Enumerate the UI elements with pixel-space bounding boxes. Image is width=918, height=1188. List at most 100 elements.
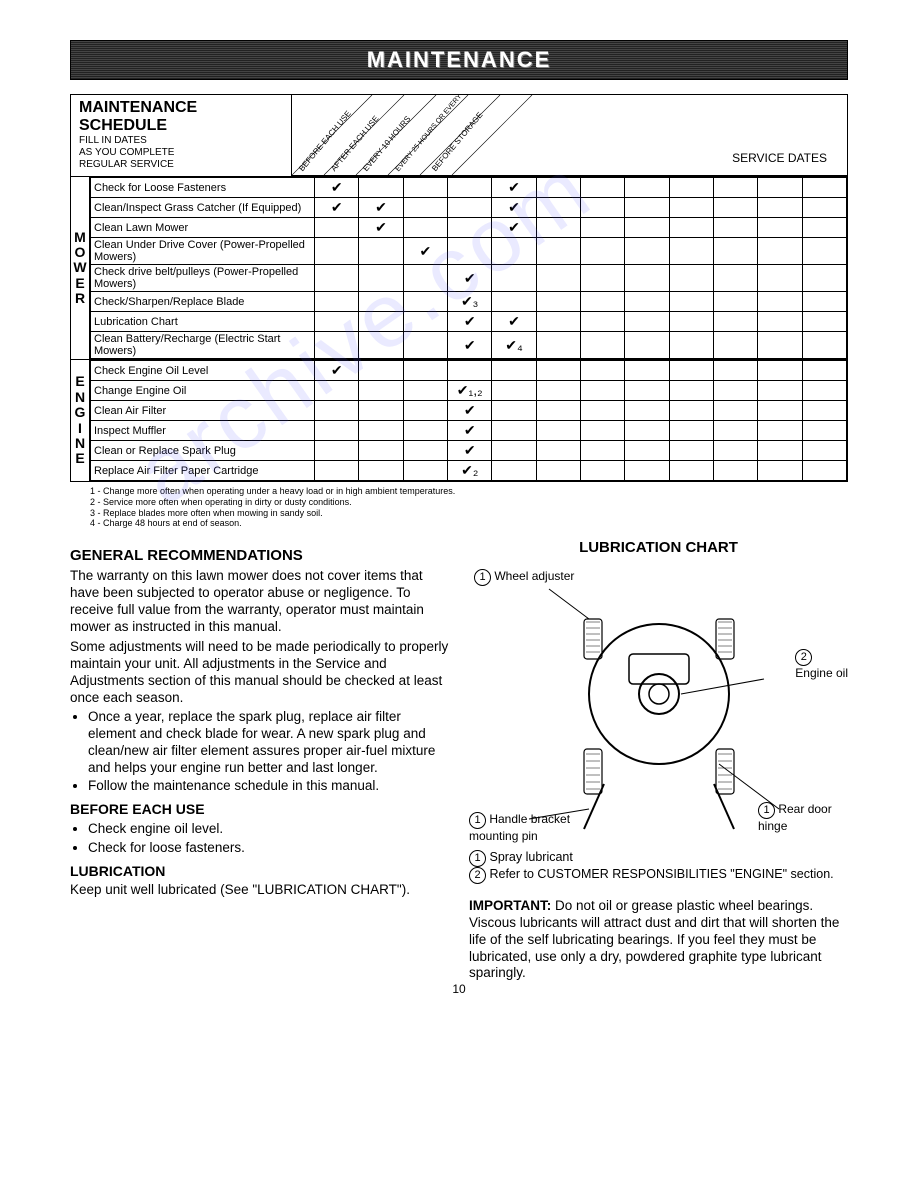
date-cell [581, 361, 625, 381]
date-cell [758, 441, 802, 461]
tick-cell [359, 265, 403, 292]
date-cell [802, 178, 846, 198]
date-cell [581, 198, 625, 218]
date-cell [625, 292, 669, 312]
tick-cell [315, 401, 359, 421]
date-cell [802, 198, 846, 218]
date-cell [669, 461, 713, 481]
group-label: MOWER [71, 177, 90, 359]
tick-cell [315, 292, 359, 312]
date-cell [758, 421, 802, 441]
before-bullet-1: Check engine oil level. [88, 821, 449, 838]
callout-wheel-adjuster: 1 Wheel adjuster [474, 569, 574, 586]
date-cell [625, 421, 669, 441]
footnote-line: 4 - Charge 48 hours at end of season. [90, 518, 848, 529]
date-cell [713, 312, 757, 332]
date-cell [669, 218, 713, 238]
date-cell [625, 218, 669, 238]
tick-cell: ✔ [448, 312, 492, 332]
date-cell [758, 401, 802, 421]
date-cell [536, 361, 580, 381]
lubrication-heading: LUBRICATION [70, 863, 449, 881]
important-note: IMPORTANT: Do not oil or grease plastic … [469, 898, 848, 982]
footnotes: 1 - Change more often when operating und… [90, 486, 848, 529]
tick-cell [315, 265, 359, 292]
date-cell [713, 441, 757, 461]
callout-engine-oil: 2Engine oil [795, 649, 848, 681]
tick-cell: ✔₁,₂ [448, 381, 492, 401]
date-cell [713, 178, 757, 198]
date-cell [802, 265, 846, 292]
tick-cell [359, 332, 403, 359]
task-cell: Clean or Replace Spark Plug [91, 441, 315, 461]
date-cell [713, 292, 757, 312]
tick-cell [492, 401, 536, 421]
task-cell: Change Engine Oil [91, 381, 315, 401]
tick-cell [359, 292, 403, 312]
date-cell [713, 332, 757, 359]
tick-cell: ✔₄ [492, 332, 536, 359]
date-cell [758, 361, 802, 381]
task-cell: Clean Under Drive Cover (Power-Propelled… [91, 238, 315, 265]
tick-cell [315, 238, 359, 265]
task-cell: Clean Air Filter [91, 401, 315, 421]
tick-cell [315, 332, 359, 359]
task-cell: Clean Lawn Mower [91, 218, 315, 238]
tick-cell [448, 218, 492, 238]
tick-cell [403, 218, 447, 238]
tick-cell: ✔ [359, 218, 403, 238]
before-bullet-2: Check for loose fasteners. [88, 840, 449, 857]
tick-cell [448, 361, 492, 381]
tick-cell: ✔ [492, 218, 536, 238]
tick-cell [403, 441, 447, 461]
tick-cell [315, 421, 359, 441]
tick-cell [403, 265, 447, 292]
tick-cell [403, 332, 447, 359]
tick-cell [315, 461, 359, 481]
date-cell [625, 178, 669, 198]
date-cell [713, 461, 757, 481]
tick-cell [359, 381, 403, 401]
tick-cell: ✔ [359, 198, 403, 218]
left-column: GENERAL RECOMMENDATIONS The warranty on … [70, 539, 449, 982]
tick-cell [359, 361, 403, 381]
schedule-title: MAINTENANCE SCHEDULE [79, 99, 283, 135]
date-cell [802, 218, 846, 238]
date-cell [669, 238, 713, 265]
date-cell [536, 292, 580, 312]
date-cell [581, 461, 625, 481]
date-cell [625, 441, 669, 461]
tick-cell [492, 381, 536, 401]
tick-cell [448, 198, 492, 218]
date-cell [802, 332, 846, 359]
date-cell [536, 238, 580, 265]
callout-rear-door: 1 Rear door hinge [758, 802, 848, 834]
date-cell [581, 238, 625, 265]
date-cell [758, 238, 802, 265]
date-cell [713, 381, 757, 401]
date-cell [713, 265, 757, 292]
task-cell: Check for Loose Fasteners [91, 178, 315, 198]
date-cell [802, 461, 846, 481]
date-cell [713, 421, 757, 441]
date-cell [625, 312, 669, 332]
date-cell [669, 381, 713, 401]
date-cell [625, 401, 669, 421]
task-cell: Check Engine Oil Level [91, 361, 315, 381]
task-cell: Clean Battery/Recharge (Electric Start M… [91, 332, 315, 359]
tick-cell: ✔ [315, 361, 359, 381]
tick-cell [315, 441, 359, 461]
legend-2: 2 Refer to CUSTOMER RESPONSIBILITIES "EN… [469, 867, 848, 884]
mower-diagram: 1 Wheel adjuster 2Engine oil 1 Handle br… [469, 564, 848, 844]
date-cell [536, 461, 580, 481]
tick-cell [492, 441, 536, 461]
tick-cell [359, 441, 403, 461]
tick-cell [448, 238, 492, 265]
date-cell [758, 381, 802, 401]
tick-cell: ✔ [403, 238, 447, 265]
date-cell [625, 381, 669, 401]
date-cell [669, 441, 713, 461]
footnote-line: 1 - Change more often when operating und… [90, 486, 848, 497]
date-cell [536, 441, 580, 461]
task-cell: Replace Air Filter Paper Cartridge [91, 461, 315, 481]
